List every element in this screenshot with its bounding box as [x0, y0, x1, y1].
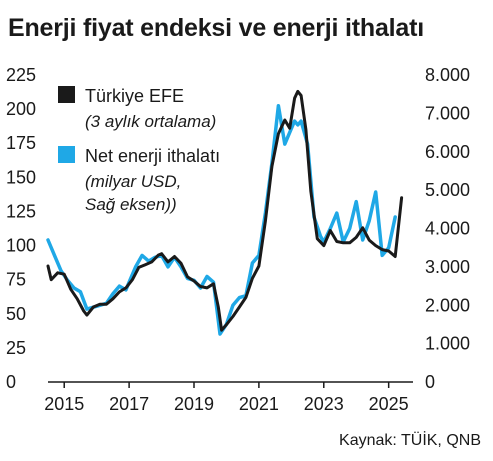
y-left-tick-label: 100 — [6, 236, 36, 256]
legend-label-net-energy-import: Net enerji ithalatı — [85, 146, 220, 166]
legend-swatch-efe — [58, 86, 75, 103]
series-line-net-energy-import — [46, 103, 397, 336]
y-left-tick-label: 25 — [6, 338, 26, 358]
x-tick-label: 2021 — [239, 394, 279, 414]
y-left-tick-label: 0 — [6, 372, 16, 392]
y-right-tick-label: 3.000 — [425, 257, 470, 277]
chart-title: Enerji fiyat endeksi ve enerji ithalatı — [8, 14, 424, 42]
legend: Türkiye EFE (3 aylık ortalama) Net enerji … — [58, 86, 220, 214]
y-left-tick-label: 175 — [6, 133, 36, 153]
legend-swatch-net-energy-import — [58, 146, 75, 163]
y-right-tick-label: 5.000 — [425, 180, 470, 200]
y-right-tick-label: 6.000 — [425, 142, 470, 162]
series-line-efe — [46, 89, 404, 332]
y-right-tick-label: 1.000 — [425, 334, 470, 354]
y-left-tick-label: 150 — [6, 167, 36, 187]
x-tick-label: 2023 — [304, 394, 344, 414]
y-left-tick-label: 200 — [6, 99, 36, 119]
y-right-tick-label: 2.000 — [425, 295, 470, 315]
legend-sub-efe: (3 aylık ortalama) — [85, 112, 216, 131]
x-tick-label: 2017 — [109, 394, 149, 414]
x-tick-label: 2019 — [174, 394, 214, 414]
x-tick-label: 2025 — [369, 394, 409, 414]
y-right-tick-label: 0 — [425, 372, 435, 392]
y-left-tick-label: 50 — [6, 304, 26, 324]
y-left-tick-label: 225 — [6, 65, 36, 85]
x-tick-label: 2015 — [44, 394, 84, 414]
y-right-tick-label: 8.000 — [425, 65, 470, 85]
y-right-tick-label: 4.000 — [425, 219, 470, 239]
source-note: Kaynak: TÜİK, QNB — [339, 432, 481, 449]
y-right-tick-label: 7.000 — [425, 103, 470, 123]
series-lines — [46, 89, 404, 336]
y-left-tick-label: 125 — [6, 201, 36, 221]
y-left-axis: 0 25 50 75 100 125 150 175 200 225 — [6, 65, 36, 392]
y-right-axis: 0 1.000 2.000 3.000 4.000 5.000 6.000 7.000 8.00… — [425, 65, 470, 392]
legend-sub-net-energy-import-axis: Sağ eksen)) — [85, 195, 177, 214]
legend-label-efe: Türkiye EFE — [85, 86, 184, 106]
x-axis: 2015 2017 2019 2021 2023 2025 — [44, 382, 409, 414]
legend-sub-net-energy-import: (milyar USD, — [85, 172, 181, 191]
y-left-tick-label: 75 — [6, 270, 26, 290]
